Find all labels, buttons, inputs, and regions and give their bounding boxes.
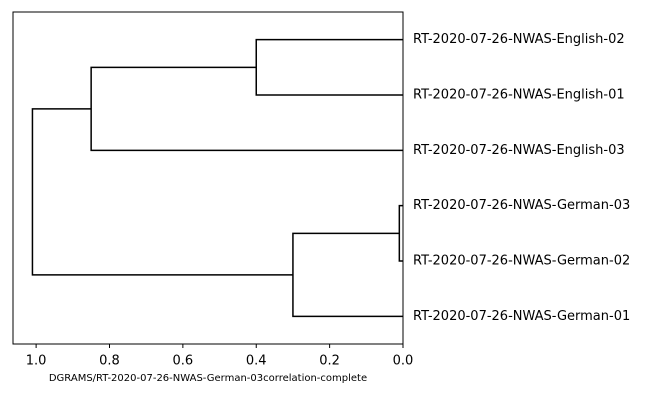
- dendrogram-link: [292, 232, 403, 318]
- leaf-label: RT-2020-07-26-NWAS-German-02: [413, 254, 630, 269]
- x-tick-label: 0.4: [246, 354, 267, 369]
- dendrogram-link: [398, 204, 403, 262]
- dendrogram-link: [31, 108, 293, 276]
- leaf-label: RT-2020-07-26-NWAS-English-01: [413, 88, 625, 103]
- x-axis-label: DGRAMS/RT-2020-07-26-NWAS-German-03corre…: [49, 373, 367, 384]
- x-tick-label: 0.2: [319, 354, 340, 369]
- dendrogram-link: [255, 38, 403, 96]
- plot-frame: [12, 11, 404, 345]
- x-tick-label: 0.0: [393, 354, 414, 369]
- leaf-label: RT-2020-07-26-NWAS-German-01: [413, 309, 630, 324]
- x-tick-label: 0.6: [173, 354, 194, 369]
- leaf-label: RT-2020-07-26-NWAS-English-03: [413, 143, 625, 158]
- leaf-label: RT-2020-07-26-NWAS-German-03: [413, 198, 630, 213]
- x-tick-label: 0.8: [99, 354, 120, 369]
- x-tick-label: 1.0: [26, 354, 47, 369]
- leaf-label: RT-2020-07-26-NWAS-English-02: [413, 32, 625, 47]
- dendrogram-link: [90, 66, 403, 152]
